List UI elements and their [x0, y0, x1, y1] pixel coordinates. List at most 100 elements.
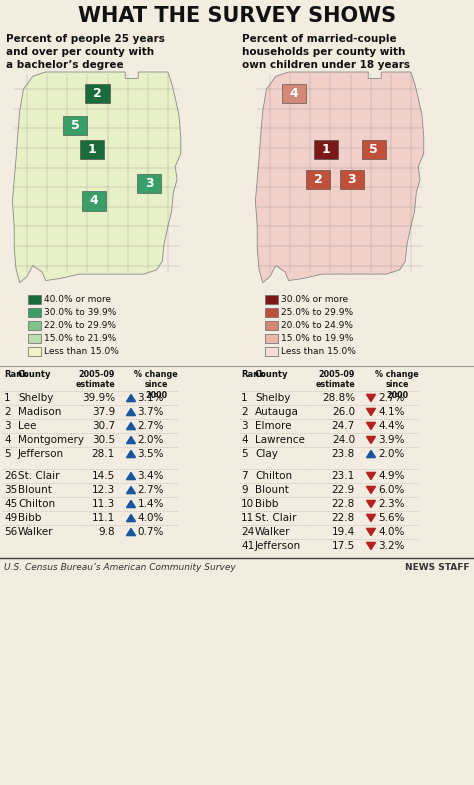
- Text: 2: 2: [314, 173, 323, 186]
- Text: 15.0% to 21.9%: 15.0% to 21.9%: [44, 334, 116, 343]
- Text: 4.9%: 4.9%: [379, 471, 405, 481]
- Text: 2: 2: [4, 407, 10, 417]
- Text: 2.0%: 2.0%: [379, 449, 405, 459]
- Polygon shape: [127, 528, 136, 535]
- Text: 4: 4: [90, 195, 98, 207]
- Text: 25.0% to 29.9%: 25.0% to 29.9%: [281, 308, 353, 317]
- Text: 3.1%: 3.1%: [137, 393, 164, 403]
- Text: Clay: Clay: [255, 449, 278, 459]
- Text: 7: 7: [241, 471, 247, 481]
- Text: 1: 1: [88, 143, 96, 156]
- Text: 2: 2: [241, 407, 247, 417]
- Polygon shape: [82, 192, 106, 210]
- Text: % change
since
2000: % change since 2000: [134, 370, 178, 400]
- Text: 22.0% to 29.9%: 22.0% to 29.9%: [44, 321, 116, 330]
- Text: 24.0: 24.0: [332, 435, 355, 445]
- Text: 30.0% to 39.9%: 30.0% to 39.9%: [44, 308, 117, 317]
- Text: 9.8: 9.8: [99, 527, 115, 537]
- Text: 3: 3: [347, 173, 356, 186]
- Text: 2.0%: 2.0%: [137, 435, 164, 445]
- Text: 22.8: 22.8: [332, 513, 355, 523]
- Text: 5: 5: [4, 449, 10, 459]
- Text: 2: 2: [93, 87, 102, 100]
- Text: 3.2%: 3.2%: [379, 541, 405, 551]
- Text: Rank: Rank: [4, 370, 28, 379]
- Text: 11: 11: [241, 513, 254, 523]
- Text: 3: 3: [241, 421, 247, 431]
- Text: 4: 4: [241, 435, 247, 445]
- Text: NEWS STAFF: NEWS STAFF: [405, 563, 470, 572]
- Text: Walker: Walker: [255, 527, 291, 537]
- Text: Shelby: Shelby: [255, 393, 291, 403]
- Text: 3: 3: [145, 177, 154, 190]
- Polygon shape: [366, 473, 375, 480]
- Text: 2005-09
estimate: 2005-09 estimate: [315, 370, 355, 389]
- Text: 12.3: 12.3: [92, 485, 115, 495]
- Bar: [28, 321, 41, 330]
- Text: % change
since
2000: % change since 2000: [375, 370, 419, 400]
- Text: 37.9: 37.9: [92, 407, 115, 417]
- Text: 4.0%: 4.0%: [137, 513, 164, 523]
- Text: 1: 1: [4, 393, 10, 403]
- Text: 22.9: 22.9: [332, 485, 355, 495]
- Text: 3.9%: 3.9%: [379, 435, 405, 445]
- Polygon shape: [339, 170, 364, 189]
- Bar: [265, 321, 278, 330]
- Polygon shape: [127, 408, 136, 415]
- Text: Montgomery: Montgomery: [18, 435, 84, 445]
- Text: Chilton: Chilton: [255, 471, 292, 481]
- Polygon shape: [366, 542, 375, 550]
- Text: 11.3: 11.3: [92, 499, 115, 509]
- Text: 28.1: 28.1: [92, 449, 115, 459]
- Text: 19.4: 19.4: [332, 527, 355, 537]
- Polygon shape: [127, 473, 136, 480]
- Text: 14.5: 14.5: [92, 471, 115, 481]
- Polygon shape: [127, 436, 136, 444]
- Polygon shape: [362, 140, 386, 159]
- Polygon shape: [366, 394, 375, 402]
- Text: 40.0% or more: 40.0% or more: [44, 295, 111, 304]
- Polygon shape: [282, 84, 306, 103]
- Text: 24.7: 24.7: [332, 421, 355, 431]
- Text: Autauga: Autauga: [255, 407, 299, 417]
- Polygon shape: [127, 394, 136, 402]
- Text: Percent of married-couple
households per county with
own children under 18 years: Percent of married-couple households per…: [242, 34, 410, 70]
- Polygon shape: [366, 408, 375, 415]
- Text: 28.8%: 28.8%: [322, 393, 355, 403]
- Text: 1: 1: [321, 143, 330, 156]
- Polygon shape: [137, 174, 161, 193]
- Polygon shape: [366, 436, 375, 444]
- Polygon shape: [366, 422, 375, 429]
- Polygon shape: [255, 72, 424, 283]
- Text: 26.0: 26.0: [332, 407, 355, 417]
- Text: Percent of people 25 years
and over per county with
a bachelor’s degree: Percent of people 25 years and over per …: [6, 34, 165, 70]
- Bar: [265, 347, 278, 356]
- Text: 1: 1: [241, 393, 247, 403]
- Text: Bibb: Bibb: [18, 513, 41, 523]
- Polygon shape: [85, 84, 109, 103]
- Text: 23.1: 23.1: [332, 471, 355, 481]
- Text: 3.5%: 3.5%: [137, 449, 164, 459]
- Text: 9: 9: [241, 485, 247, 495]
- Text: Walker: Walker: [18, 527, 54, 537]
- Text: Less than 15.0%: Less than 15.0%: [281, 347, 356, 356]
- Text: 15.0% to 19.9%: 15.0% to 19.9%: [281, 334, 354, 343]
- Text: 2.7%: 2.7%: [137, 485, 164, 495]
- Polygon shape: [63, 116, 87, 136]
- Text: 6.0%: 6.0%: [379, 485, 405, 495]
- Text: 17.5: 17.5: [332, 541, 355, 551]
- Text: 45: 45: [4, 499, 17, 509]
- Text: 0.7%: 0.7%: [137, 527, 164, 537]
- Text: Rank: Rank: [241, 370, 265, 379]
- Text: 10: 10: [241, 499, 254, 509]
- Bar: [28, 334, 41, 343]
- Text: 2.7%: 2.7%: [379, 393, 405, 403]
- Text: 30.7: 30.7: [92, 421, 115, 431]
- Text: Elmore: Elmore: [255, 421, 292, 431]
- Bar: [265, 295, 278, 304]
- Text: County: County: [255, 370, 289, 379]
- Text: Jefferson: Jefferson: [255, 541, 301, 551]
- Text: 35: 35: [4, 485, 17, 495]
- Text: Blount: Blount: [18, 485, 52, 495]
- Text: 4.0%: 4.0%: [379, 527, 405, 537]
